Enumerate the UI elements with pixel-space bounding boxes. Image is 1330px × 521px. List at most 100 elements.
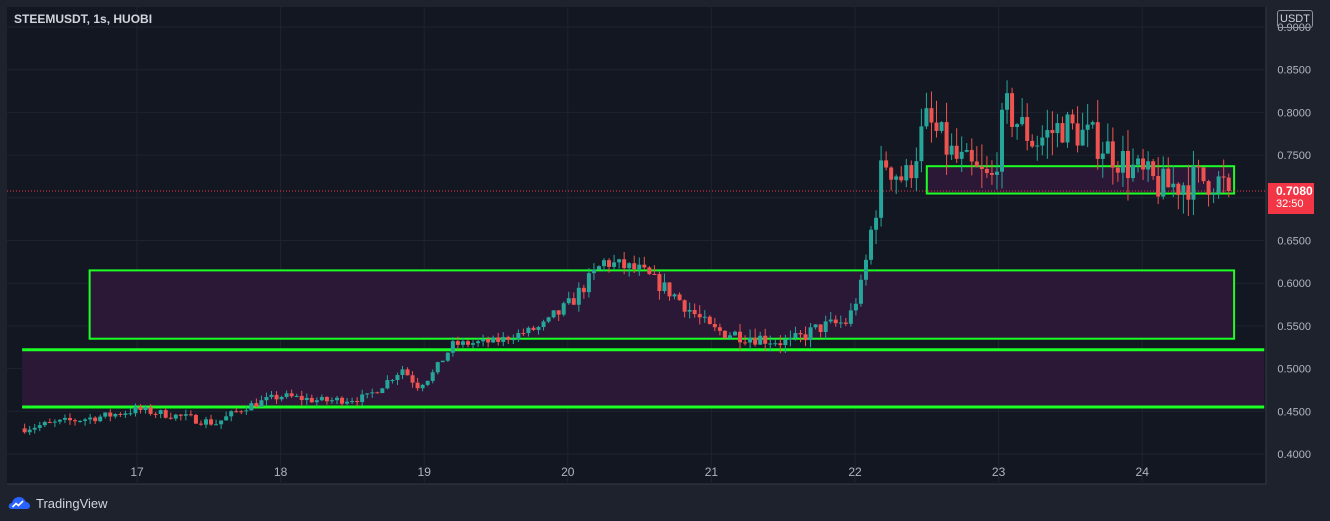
candle-body [1125,151,1130,179]
candle-body [551,310,556,318]
candle-body [919,126,924,162]
time-tick-label: 23 [992,465,1006,479]
candle-body [909,165,914,179]
candle-body [1221,176,1226,178]
candle-body [974,161,979,167]
candle-body [904,165,909,181]
candle-body [506,336,511,340]
candle-body [848,310,853,324]
currency-button[interactable]: USDT [1277,10,1313,28]
candle-body [516,333,521,340]
candle-body [294,395,299,397]
candle-body [350,401,355,403]
candle-body [198,423,203,425]
candle-body [234,411,239,413]
candle-body [380,388,385,394]
candle-body [214,424,219,426]
candle-body [476,341,481,344]
candle-body [556,310,561,315]
candle-body [863,259,868,280]
candle-body [1085,124,1090,130]
candle-body [596,266,601,270]
candle-body [647,267,652,274]
candle-body [42,422,47,426]
candle-body [1181,185,1186,195]
candle-body [521,333,526,335]
candle-body [1105,141,1110,154]
candle-body [773,343,778,345]
candle-body [758,335,763,345]
plot-area[interactable] [7,7,1266,484]
zone-border [88,269,1236,340]
candle-body [1025,117,1030,141]
candle-body [727,335,732,339]
tradingview-cloud-icon [8,497,30,509]
candle-body [531,327,536,330]
candle-body [405,369,410,376]
zone-border [925,165,1236,195]
candle-body [209,419,214,425]
candle-body [667,282,672,297]
candle-body [1196,165,1201,168]
candle-body [843,322,848,324]
candle-body [239,411,244,413]
candle-body [576,287,581,305]
candle-body [435,362,440,373]
candle-body [1206,181,1211,195]
zone-fill [89,270,1235,339]
candle-body [1045,130,1050,138]
time-axis[interactable]: 17 18 19 20 21 22 23 24 [130,465,1149,479]
candle-body [642,264,647,268]
candle-body [103,412,108,417]
price-tick-label: 0.5000 [1277,364,1311,376]
candle-body [67,417,72,421]
candle-body [788,338,793,340]
candle-body [717,327,722,331]
candle-body [259,400,264,407]
candle-body [612,262,617,267]
symbol-title[interactable]: STEEMUSDT, 1s, HUOBI [14,12,153,26]
candle-body [889,167,894,180]
brand-name: TradingView [36,495,108,511]
bar-countdown: 32:50 [1276,198,1304,210]
candle-body [969,149,974,162]
candle-body [284,393,289,397]
time-tick-label: 19 [418,465,432,479]
candle-body [894,176,899,180]
candle-body [1020,117,1025,125]
candle-body [1065,114,1070,143]
candle-body [692,309,697,315]
candle-body [224,416,229,421]
candle-body [677,294,682,301]
candle-body [1136,158,1141,165]
candle-body [748,337,753,343]
candle-body [128,413,133,415]
candle-body [204,419,209,425]
candle-body [254,403,259,407]
candle-body [1216,176,1221,194]
candle-body [309,397,314,403]
candle-body [838,322,843,324]
candle-body [989,172,994,175]
candle-body [823,321,828,332]
last-price-value: 0.7080 [1276,184,1313,198]
candle-body [57,419,62,422]
candle-body [607,260,612,267]
candle-body [465,341,470,345]
candle-body [299,395,304,401]
candle-body [581,287,586,293]
candle-body [158,410,163,414]
tradingview-logo[interactable]: TradingView [8,494,108,512]
candle-body [652,273,657,275]
price-tick-label: 0.4500 [1277,406,1311,418]
candle-body [93,417,98,422]
candle-body [994,171,999,175]
candle-body [768,343,773,345]
price-tick-label: 0.5500 [1277,321,1311,333]
candle-body [853,303,858,311]
time-tick-label: 18 [274,465,288,479]
time-tick-label: 24 [1136,465,1150,479]
candle-body [622,259,627,269]
candle-body [1050,130,1055,134]
candle-body [32,427,37,430]
